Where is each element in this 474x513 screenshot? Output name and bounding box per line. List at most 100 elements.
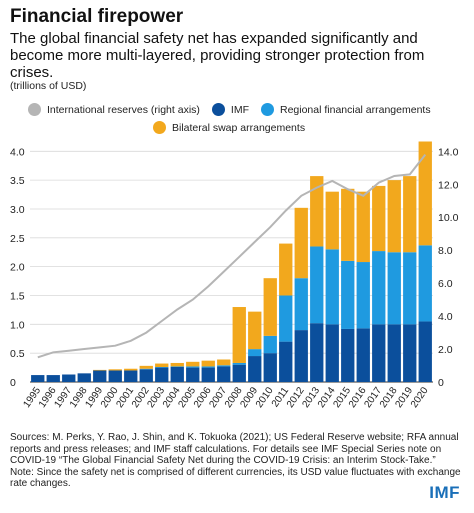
y-tick-label-left: 2.0 — [10, 262, 25, 274]
legend-item-rfa: Regional financial arrangements — [260, 103, 431, 116]
y-tick-label-left: 3.5 — [10, 175, 25, 187]
bar-rfa-2005 — [186, 366, 200, 368]
bar-imf-2004 — [170, 367, 184, 382]
bar-imf-2000 — [108, 370, 122, 382]
bar-rfa-2004 — [170, 366, 184, 368]
bar-imf-2017 — [372, 324, 386, 382]
y-tick-label-left: 1.0 — [10, 319, 25, 331]
bar-imf-2005 — [186, 367, 200, 382]
legend-label-reserves: International reserves (right axis) — [47, 103, 200, 116]
bar-imf-2002 — [139, 369, 153, 382]
bar-imf-2016 — [356, 328, 370, 382]
bar-rfa-2006 — [201, 366, 215, 368]
bar-rfa-2008 — [232, 362, 246, 365]
bar-bsa-2010 — [263, 278, 277, 336]
bar-rfa-2018 — [387, 252, 401, 325]
legend-label-imf: IMF — [230, 103, 249, 116]
y-tick-label-left: 3.0 — [10, 204, 25, 216]
bar-imf-1996 — [46, 375, 60, 382]
bar-bsa-2006 — [201, 360, 215, 367]
bar-rfa-2011 — [279, 295, 293, 342]
y-tick-label-right: 14.0 — [438, 146, 459, 158]
y-tick-label-right: 4.0 — [438, 311, 453, 323]
bar-bsa-2003 — [155, 363, 169, 368]
bar-rfa-2015 — [341, 260, 355, 329]
bar-bsa-2008 — [232, 307, 246, 363]
bar-rfa-2012 — [294, 278, 308, 331]
legend-label-rfa: Regional financial arrangements — [279, 103, 431, 116]
bar-imf-2020 — [418, 321, 432, 382]
units-label: (trillions of USD) — [10, 80, 87, 92]
bar-rfa-2002 — [139, 368, 153, 370]
bar-imf-2007 — [217, 366, 231, 382]
y-tick-label-right: 6.0 — [438, 278, 453, 290]
legend-swatch-bsa — [153, 121, 166, 134]
bar-bsa-2020 — [418, 141, 432, 246]
bar-bsa-2012 — [294, 207, 308, 279]
y-tick-label-right: 0 — [438, 377, 444, 389]
bar-rfa-2009 — [248, 349, 262, 357]
bar-imf-1995 — [31, 375, 45, 382]
legend-swatch-rfa — [260, 103, 274, 116]
bar-bsa-2009 — [248, 311, 262, 350]
bar-bsa-1999 — [93, 369, 107, 371]
bar-bsa-2007 — [217, 359, 231, 366]
bar-rfa-2003 — [155, 367, 169, 368]
bar-rfa-2019 — [403, 252, 417, 325]
bar-bsa-2005 — [186, 361, 200, 367]
bar-imf-1998 — [77, 373, 91, 382]
bar-imf-2013 — [310, 323, 324, 382]
bar-imf-2011 — [279, 341, 293, 382]
bar-rfa-2017 — [372, 251, 386, 325]
bar-rfa-2013 — [310, 246, 324, 324]
bar-bsa-2015 — [341, 188, 355, 261]
legend-item-bsa: Bilateral swap arrangements — [153, 121, 305, 134]
bar-imf-2015 — [341, 328, 355, 382]
legend-row-2: Bilateral swap arrangements — [153, 121, 317, 134]
sources-note: Sources: M. Perks, Y. Rao, J. Shin, and … — [10, 432, 461, 490]
bar-imf-2018 — [387, 324, 401, 382]
bar-bsa-2001 — [124, 368, 138, 371]
bar-bsa-2013 — [310, 176, 324, 247]
bar-imf-2008 — [232, 364, 246, 382]
y-tick-label-left: 4.0 — [10, 146, 25, 158]
bar-bsa-2018 — [387, 180, 401, 253]
y-tick-label-left: 1.5 — [10, 290, 25, 302]
bar-rfa-2016 — [356, 262, 370, 329]
legend-label-bsa: Bilateral swap arrangements — [172, 121, 306, 134]
bar-imf-2019 — [403, 324, 417, 382]
stacked-bar-chart: 0 0.5 1.0 1.5 2.0 2.5 3.0 3.5 4.0 0 2.0 4.0 6.0 8.0 10… — [10, 141, 459, 410]
bar-imf-2014 — [325, 324, 339, 382]
bar-rfa-2007 — [217, 365, 231, 367]
legend-item-imf: IMF — [211, 103, 249, 116]
bar-rfa-2014 — [325, 249, 339, 325]
bar-imf-2003 — [155, 367, 169, 382]
bar-bsa-2000 — [108, 369, 122, 371]
bar-rfa-2020 — [418, 245, 432, 322]
bar-bsa-2004 — [170, 362, 184, 367]
y-tick-label-right: 12.0 — [438, 179, 459, 191]
reserves-line — [37, 153, 427, 359]
y-tick-label-left: 2.5 — [10, 233, 25, 245]
imf-logo: IMF — [429, 483, 460, 502]
legend-swatch-imf — [211, 103, 225, 116]
bar-imf-2001 — [124, 370, 138, 382]
bar-imf-2012 — [294, 330, 308, 382]
y-tick-label-left: 0 — [10, 377, 16, 389]
legend-item-reserves: International reserves (right axis) — [28, 103, 200, 116]
x-tick-label-2020: 2020 — [409, 385, 431, 410]
bar-rfa-2010 — [263, 335, 277, 354]
bar-imf-2006 — [201, 367, 215, 382]
bar-bsa-2016 — [356, 191, 370, 263]
chart-title: Financial firepower — [10, 6, 184, 27]
bar-imf-2010 — [263, 353, 277, 382]
legend-swatch-reserves — [28, 103, 41, 116]
bar-imf-1997 — [62, 374, 76, 382]
y-tick-label-right: 8.0 — [438, 245, 453, 257]
bar-bsa-2011 — [279, 243, 293, 296]
y-tick-label-left: 0.5 — [10, 348, 25, 360]
bar-imf-1999 — [93, 370, 107, 382]
y-tick-label-right: 2.0 — [438, 344, 453, 356]
chart-subtitle: The global financial safety net has expa… — [10, 30, 425, 81]
bar-bsa-2014 — [325, 191, 339, 250]
